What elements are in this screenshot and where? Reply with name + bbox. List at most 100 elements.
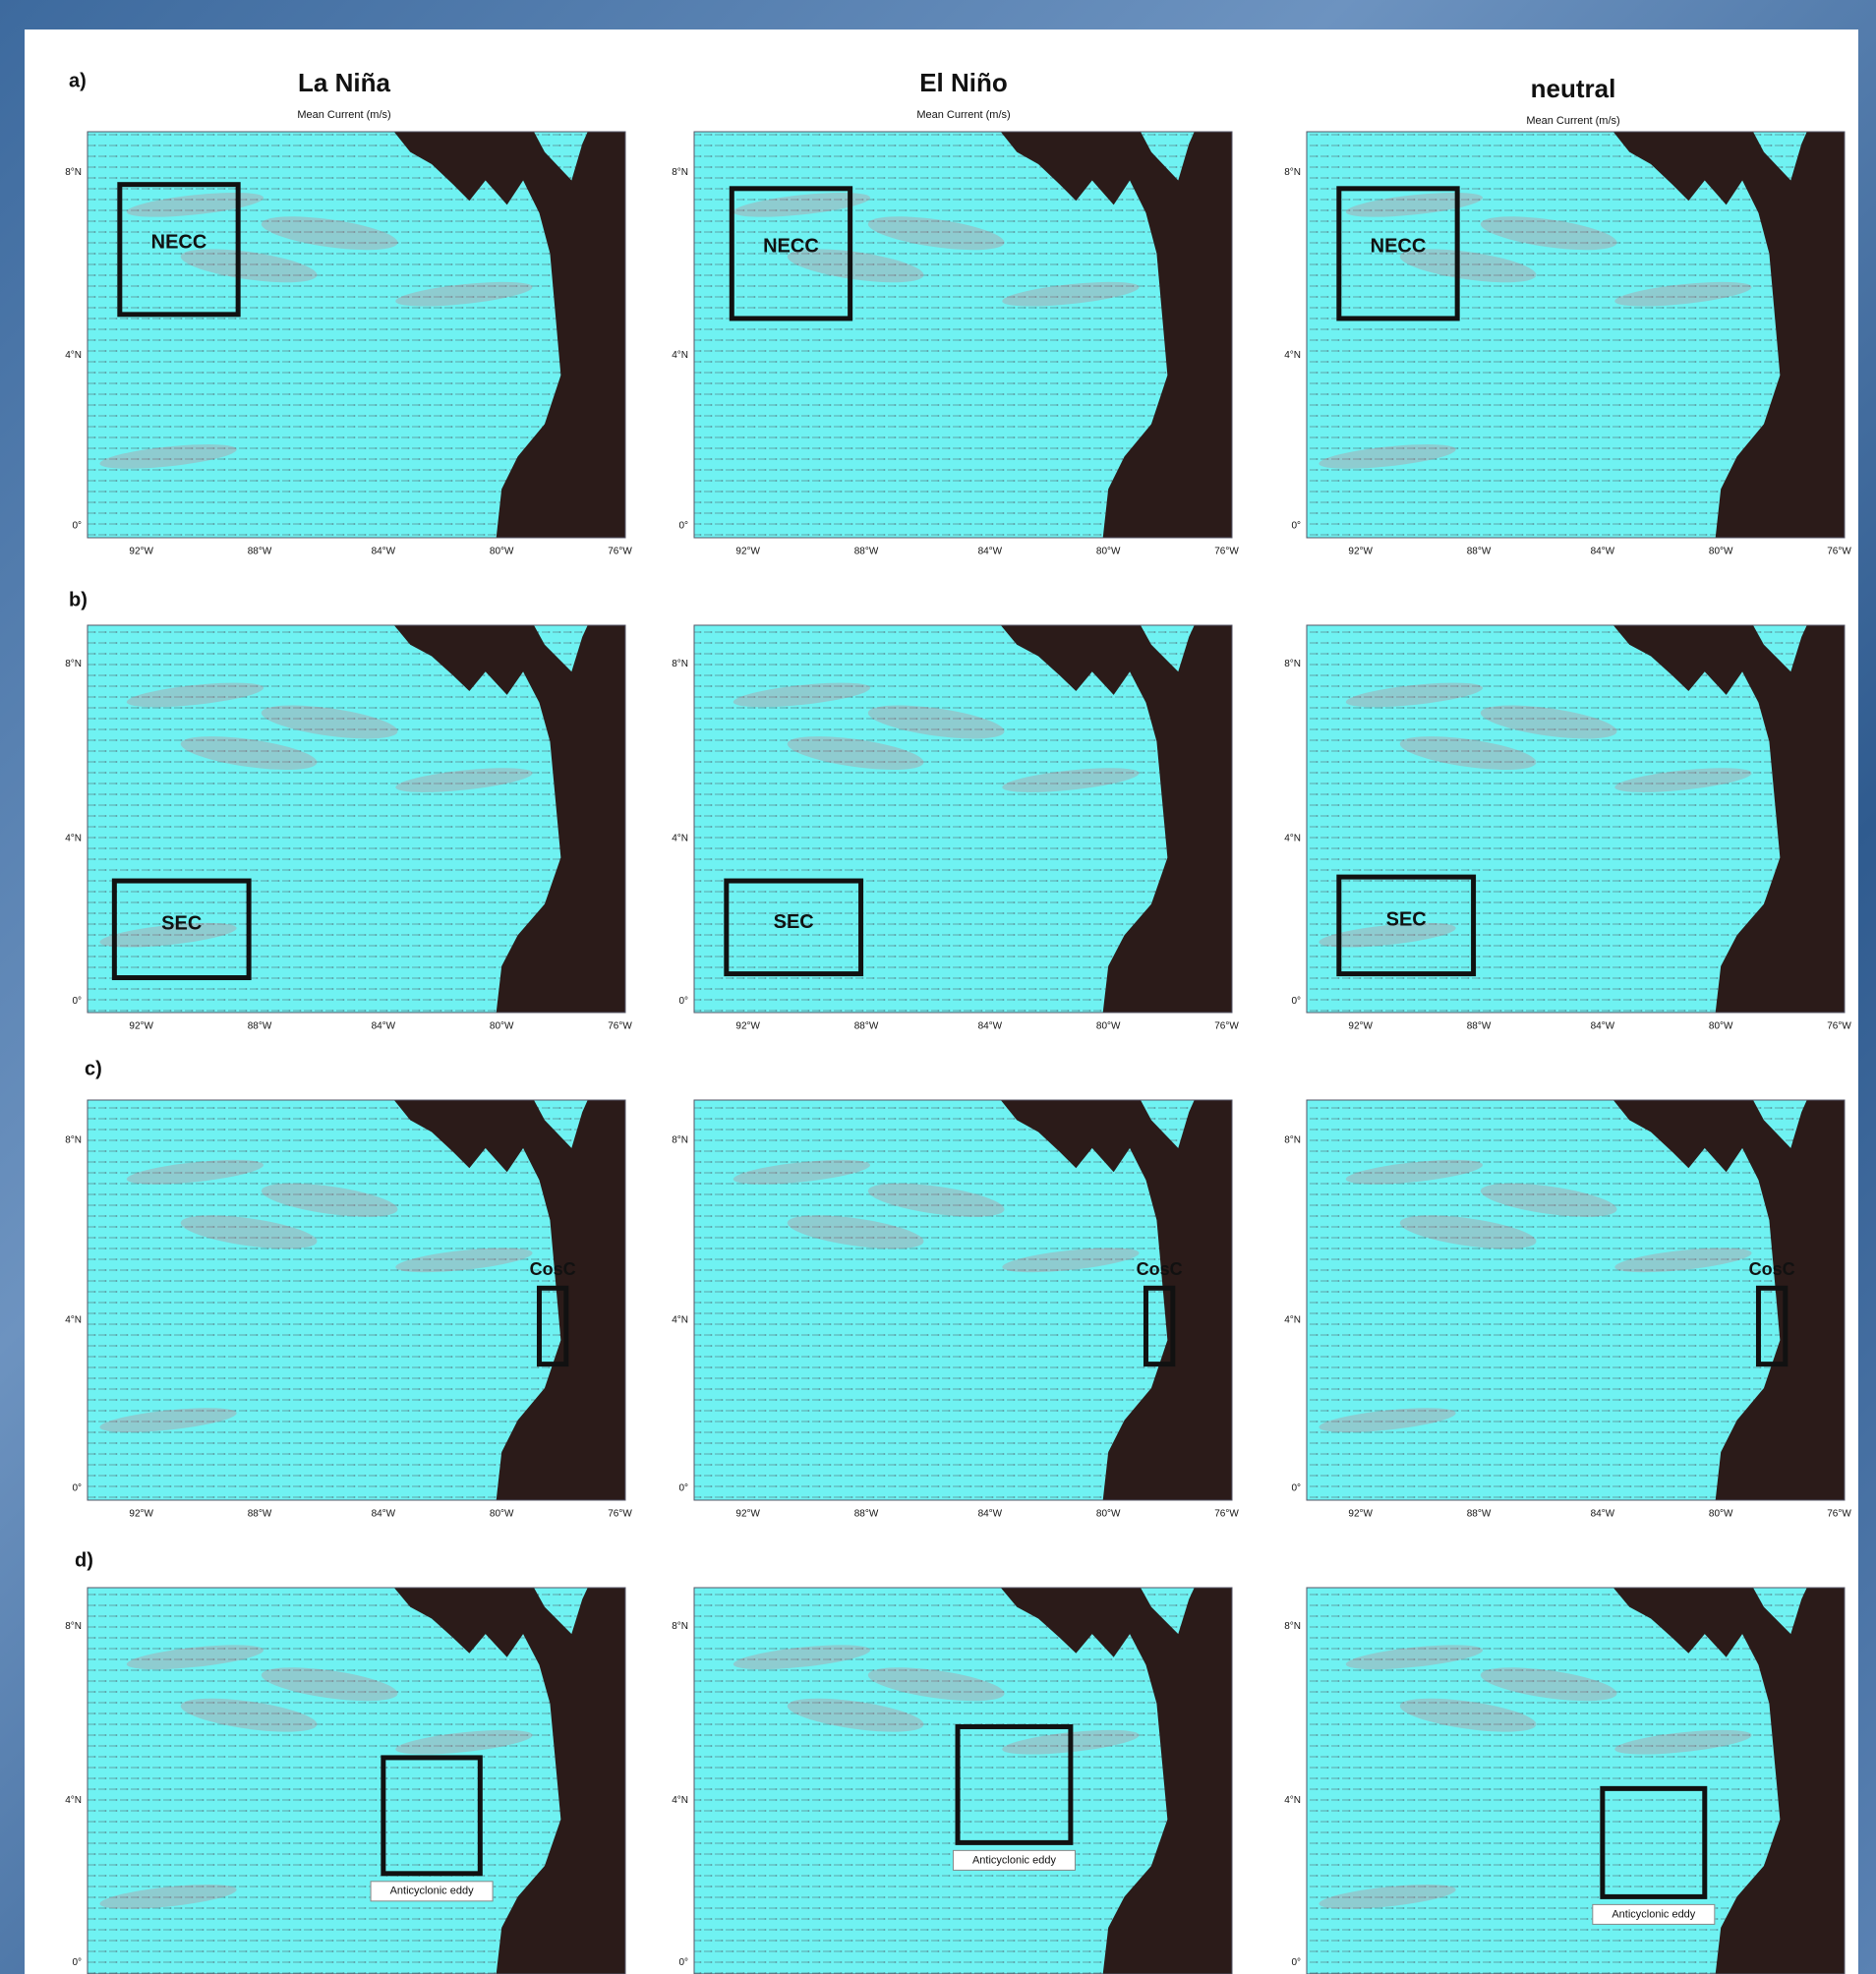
region-label: CosC xyxy=(1749,1259,1795,1279)
x-tick-label: 84°W xyxy=(372,1021,396,1032)
row-label: d) xyxy=(75,1549,93,1571)
y-tick-label: 4°N xyxy=(1284,350,1301,361)
y-tick-label: 0° xyxy=(1291,1482,1301,1493)
region-label: Anticyclonic eddy xyxy=(1612,1908,1695,1920)
y-tick-label: 0° xyxy=(678,520,688,531)
region-label: Anticyclonic eddy xyxy=(390,1886,474,1897)
y-tick-label: 4°N xyxy=(672,1314,688,1325)
y-tick-label: 8°N xyxy=(65,167,82,178)
x-tick-label: 88°W xyxy=(854,1021,879,1032)
x-tick-label: 80°W xyxy=(1096,1021,1121,1032)
y-tick-label: 8°N xyxy=(672,659,688,669)
y-tick-label: 4°N xyxy=(672,350,688,361)
figure: La NiñaMean Current (m/s)El NiñoMean Cur… xyxy=(0,0,1876,1974)
x-tick-label: 84°W xyxy=(372,547,396,557)
y-tick-label: 4°N xyxy=(1284,1314,1301,1325)
y-tick-label: 4°N xyxy=(672,1795,688,1806)
x-tick-label: 76°W xyxy=(1214,547,1239,557)
y-tick-label: 0° xyxy=(1291,520,1301,531)
region-label: NECC xyxy=(763,236,819,258)
x-tick-label: 92°W xyxy=(735,1509,760,1520)
y-tick-label: 0° xyxy=(72,1957,82,1968)
map-panel: 8°N4°N0°92°W88°W84°W80°W76°WCosC xyxy=(672,1100,1239,1520)
x-tick-label: 76°W xyxy=(1214,1509,1239,1520)
x-tick-label: 88°W xyxy=(1467,547,1492,557)
y-tick-label: 8°N xyxy=(672,1134,688,1145)
y-tick-label: 0° xyxy=(678,1957,688,1968)
region-label: Anticyclonic eddy xyxy=(972,1854,1056,1866)
x-tick-label: 84°W xyxy=(978,1509,1003,1520)
map-panel: 8°N 4°N 0° Anticyclonic eddy xyxy=(1284,1588,1845,1974)
x-tick-label: 76°W xyxy=(608,1509,632,1520)
x-tick-label: 88°W xyxy=(248,547,272,557)
y-tick-label: 8°N xyxy=(1284,659,1301,669)
x-tick-label: 92°W xyxy=(1348,547,1373,557)
x-tick-label: 84°W xyxy=(372,1509,396,1520)
x-tick-label: 84°W xyxy=(1591,547,1615,557)
x-tick-label: 76°W xyxy=(608,1021,632,1032)
x-tick-label: 92°W xyxy=(1348,1509,1373,1520)
y-tick-label: 0° xyxy=(1291,1957,1301,1968)
region-label: SEC xyxy=(161,913,202,935)
y-tick-label: 0° xyxy=(72,520,82,531)
x-tick-label: 92°W xyxy=(129,1509,153,1520)
x-tick-label: 80°W xyxy=(1709,1509,1733,1520)
y-tick-label: 4°N xyxy=(1284,1795,1301,1806)
x-tick-label: 84°W xyxy=(1591,1021,1615,1032)
y-tick-label: 8°N xyxy=(1284,167,1301,178)
x-tick-label: 80°W xyxy=(1709,1021,1733,1032)
map-panel: 8°N4°N0°Anticyclonic eddy xyxy=(672,1588,1232,1974)
map-panel: 8°N 4°N 0° 92°W 88°W 84°W 80°W 76°W NECC xyxy=(1284,132,1851,557)
y-tick-label: 0° xyxy=(678,1482,688,1493)
row-label: b) xyxy=(69,589,88,610)
x-tick-label: 92°W xyxy=(1348,1021,1373,1032)
y-tick-label: 8°N xyxy=(672,167,688,178)
y-tick-label: 8°N xyxy=(65,659,82,669)
x-tick-label: 88°W xyxy=(1467,1509,1492,1520)
x-tick-label: 88°W xyxy=(854,1509,879,1520)
x-tick-label: 88°W xyxy=(248,1021,272,1032)
row-label: c) xyxy=(85,1058,102,1079)
y-tick-label: 8°N xyxy=(1284,1134,1301,1145)
region-label: NECC xyxy=(151,231,207,253)
x-tick-label: 92°W xyxy=(735,547,760,557)
column-title: La Niña xyxy=(298,68,390,97)
x-tick-label: 76°W xyxy=(1827,547,1851,557)
x-tick-label: 76°W xyxy=(1214,1021,1239,1032)
map-panel: 8°N4°N0°92°W88°W84°W80°W76°WCosC xyxy=(65,1100,632,1520)
region-label: SEC xyxy=(1386,909,1427,931)
map-panel: 8°N 4°N 0° 92°W 88°W 84°W 80°W 76°W NECC xyxy=(672,132,1239,557)
region-label: CosC xyxy=(1137,1259,1183,1279)
x-tick-label: 88°W xyxy=(854,547,879,557)
x-tick-label: 80°W xyxy=(490,1021,514,1032)
y-tick-label: 8°N xyxy=(65,1134,82,1145)
x-tick-label: 84°W xyxy=(978,547,1003,557)
x-tick-label: 76°W xyxy=(1827,1509,1851,1520)
x-tick-label: 88°W xyxy=(248,1509,272,1520)
x-tick-label: 92°W xyxy=(735,1021,760,1032)
x-tick-label: 92°W xyxy=(129,1021,153,1032)
y-tick-label: 4°N xyxy=(672,833,688,843)
x-tick-label: 80°W xyxy=(1709,547,1733,557)
y-tick-label: 4°N xyxy=(65,1795,82,1806)
x-tick-label: 80°W xyxy=(490,547,514,557)
column-subtitle: Mean Current (m/s) xyxy=(1526,115,1619,127)
x-tick-label: 80°W xyxy=(1096,547,1121,557)
y-tick-label: 0° xyxy=(72,1482,82,1493)
y-tick-label: 0° xyxy=(1291,996,1301,1007)
y-tick-label: 8°N xyxy=(1284,1621,1301,1632)
y-tick-label: 4°N xyxy=(65,833,82,843)
x-tick-label: 84°W xyxy=(1591,1509,1615,1520)
region-label: SEC xyxy=(774,911,814,933)
column-title: El Niño xyxy=(919,68,1008,97)
x-tick-label: 76°W xyxy=(608,547,632,557)
y-tick-label: 0° xyxy=(678,996,688,1007)
y-tick-label: 8°N xyxy=(65,1621,82,1632)
x-tick-label: 80°W xyxy=(490,1509,514,1520)
region-label: CosC xyxy=(530,1259,576,1279)
region-label: NECC xyxy=(1371,236,1427,258)
